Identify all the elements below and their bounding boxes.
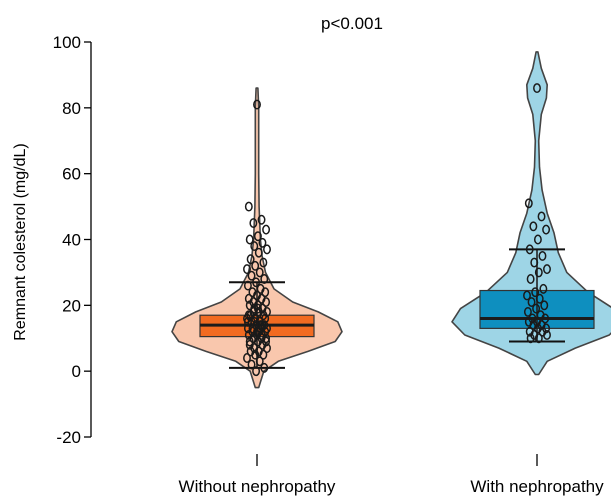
data-point-without-nephropathy <box>262 333 271 344</box>
x-tick-label: Without nephropathy <box>179 477 336 496</box>
y-tick-label: 0 <box>72 362 81 381</box>
data-point-without-nephropathy <box>247 270 256 281</box>
data-point-without-nephropathy <box>259 257 268 268</box>
data-point-with-nephropathy <box>524 198 533 209</box>
data-point-with-nephropathy <box>523 306 532 317</box>
p-value-annotation: p<0.001 <box>321 14 383 33</box>
data-point-with-nephropathy <box>534 333 543 344</box>
data-point-without-nephropathy <box>245 234 254 245</box>
data-point-with-nephropathy <box>526 333 535 344</box>
data-point-without-nephropathy <box>252 277 261 288</box>
data-point-without-nephropathy <box>257 214 266 225</box>
data-point-without-nephropathy <box>243 264 251 275</box>
y-tick-label: 60 <box>62 165 81 184</box>
y-tick-label: 20 <box>62 296 81 315</box>
data-point-without-nephropathy <box>245 336 254 347</box>
data-point-with-nephropathy <box>525 244 534 255</box>
data-point-with-nephropathy <box>532 303 541 314</box>
points-layer <box>243 83 551 377</box>
data-point-without-nephropathy <box>251 349 260 360</box>
data-point-with-nephropathy <box>533 234 542 245</box>
data-point-without-nephropathy <box>252 366 261 377</box>
data-point-without-nephropathy <box>247 359 256 370</box>
data-point-without-nephropathy <box>250 241 259 252</box>
y-tick-label: -20 <box>56 428 81 447</box>
x-axis: Without nephropathy With nephropathy <box>179 454 604 496</box>
data-point-without-nephropathy <box>255 356 264 367</box>
data-point-without-nephropathy <box>253 99 261 110</box>
data-point-without-nephropathy <box>260 274 269 284</box>
data-point-with-nephropathy <box>526 274 535 284</box>
data-point-with-nephropathy <box>543 330 551 340</box>
data-point-with-nephropathy <box>523 290 531 301</box>
data-point-with-nephropathy <box>543 264 551 275</box>
data-point-with-nephropathy <box>534 267 543 278</box>
data-point-with-nephropathy <box>535 293 544 304</box>
data-point-without-nephropathy <box>260 362 269 373</box>
data-point-without-nephropathy <box>246 254 255 265</box>
data-point-without-nephropathy <box>255 267 264 278</box>
data-point-without-nephropathy <box>262 297 271 307</box>
data-point-without-nephropathy <box>263 323 271 334</box>
data-point-without-nephropathy <box>258 237 267 248</box>
data-point-without-nephropathy <box>250 316 259 327</box>
data-point-without-nephropathy <box>262 224 271 235</box>
data-point-without-nephropathy <box>243 280 252 291</box>
data-point-without-nephropathy <box>261 287 270 298</box>
y-tick-label: 100 <box>53 33 81 52</box>
data-point-with-nephropathy <box>540 300 549 311</box>
data-point-without-nephropathy <box>249 218 258 228</box>
y-axis: -20 0 20 40 60 80 100 <box>53 33 92 447</box>
data-point-without-nephropathy <box>254 247 263 258</box>
y-tick-label: 80 <box>62 99 81 118</box>
data-point-with-nephropathy <box>531 287 540 298</box>
data-point-with-nephropathy <box>537 211 546 222</box>
y-axis-title: Remnant colesterol (mg/dL) <box>12 143 29 340</box>
data-point-without-nephropathy <box>263 244 271 255</box>
data-point-without-nephropathy <box>263 343 271 354</box>
x-tick-label: With nephropathy <box>470 477 604 496</box>
violins-layer <box>171 51 611 389</box>
data-point-with-nephropathy <box>533 83 541 94</box>
violin-without-nephropathy <box>171 87 343 389</box>
data-point-without-nephropathy <box>259 349 268 360</box>
data-point-with-nephropathy <box>529 221 538 232</box>
data-point-without-nephropathy <box>243 353 251 363</box>
data-point-without-nephropathy <box>251 260 260 271</box>
data-point-without-nephropathy <box>244 201 253 212</box>
data-point-with-nephropathy <box>538 251 547 261</box>
y-tick-label: 40 <box>62 231 81 250</box>
data-point-with-nephropathy <box>539 283 548 294</box>
data-point-with-nephropathy <box>542 224 551 235</box>
data-point-without-nephropathy <box>253 303 262 314</box>
data-point-with-nephropathy <box>527 297 536 307</box>
data-point-with-nephropathy <box>541 313 550 324</box>
data-point-without-nephropathy <box>253 231 262 242</box>
data-point-with-nephropathy <box>530 257 539 268</box>
data-point-without-nephropathy <box>254 326 263 337</box>
boxes-layer <box>199 248 595 369</box>
